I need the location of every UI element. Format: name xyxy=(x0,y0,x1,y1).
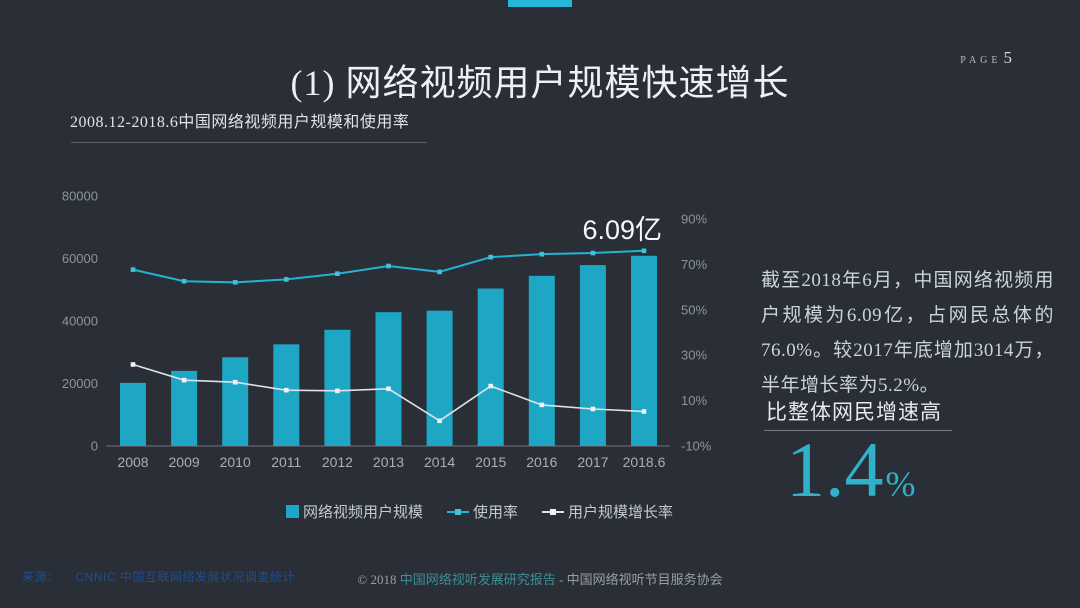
page-label: PAGE xyxy=(960,55,1002,66)
right-axis-tick-label: 30% xyxy=(681,348,707,363)
x-axis-label-2010: 2010 xyxy=(220,454,251,470)
page-indicator: PAGE 5 xyxy=(960,48,1012,68)
usage-marker-2015 xyxy=(488,254,493,260)
usage-marker-2013 xyxy=(386,263,391,269)
growth-marker-2017 xyxy=(590,406,596,412)
insight-divider xyxy=(764,430,952,431)
title-accent-bar xyxy=(508,0,572,7)
right-axis-tick-label: 90% xyxy=(681,212,707,227)
x-axis-label-2015: 2015 xyxy=(475,454,506,470)
usage-marker-2018.6 xyxy=(641,248,647,254)
insight-highlight-value: 1.4% xyxy=(786,425,916,515)
line-marker-icon xyxy=(542,505,565,518)
chart-subtitle-underline xyxy=(71,142,427,143)
footer-source: 来源： CNNIC 中国互联网络发展状况调查统计 xyxy=(22,568,295,585)
growth-marker-2009 xyxy=(181,377,187,383)
right-axis-tick-label: -10% xyxy=(681,439,712,454)
x-axis-label-2012: 2012 xyxy=(322,454,353,470)
bar-2016 xyxy=(528,275,555,446)
legend-item-growth: 用户规模增长率 xyxy=(542,501,673,522)
chart-subtitle: 2008.12-2018.6中国网络视频用户规模和使用率 xyxy=(70,114,410,131)
bar-2008 xyxy=(120,382,146,446)
highlight-number: 1.4 xyxy=(786,426,884,513)
growth-marker-2011 xyxy=(284,387,289,393)
copyright-suffix: - 中国网络视听节目服务协会 xyxy=(555,572,723,587)
copyright-report-name: 中国网络视听发展研究报告 xyxy=(399,572,556,587)
page-title: (1) 网络视频用户规模快速增长 xyxy=(290,63,790,104)
growth-marker-2010 xyxy=(232,379,238,385)
legend-label-growth: 用户规模增长率 xyxy=(568,505,674,521)
chart-legend: 网络视频用户规模 使用率 用户规模增长率 xyxy=(286,501,673,522)
usage-marker-2011 xyxy=(284,277,289,282)
copyright-prefix: © 2018 xyxy=(357,572,400,587)
combo-chart: 0 20000 40000 60000 80000 -10% 10% 30% 50% 70% 90%… xyxy=(62,189,712,471)
left-axis-tick-label: 20000 xyxy=(62,376,98,391)
growth-marker-2014 xyxy=(437,418,442,424)
x-axis-label-2008: 2008 xyxy=(117,454,148,470)
bar-2015 xyxy=(477,288,504,446)
left-axis-tick-label: 0 xyxy=(91,439,98,454)
x-axis-label-2011: 2011 xyxy=(271,454,301,470)
legend-item-users: 网络视频用户规模 xyxy=(286,501,423,522)
bar-2012 xyxy=(324,329,351,446)
usage-marker-2017 xyxy=(590,250,596,256)
bar-2018.6 xyxy=(631,255,657,446)
growth-marker-2018.6 xyxy=(641,409,647,414)
growth-marker-2015 xyxy=(488,383,493,389)
usage-marker-2016 xyxy=(539,251,545,257)
growth-marker-2008 xyxy=(130,362,136,367)
legend-label-users: 网络视频用户规模 xyxy=(303,505,424,521)
usage-marker-2008 xyxy=(130,267,136,272)
x-axis-label-2016: 2016 xyxy=(526,454,557,470)
page-number: 5 xyxy=(1003,48,1013,67)
right-axis-tick-label: 10% xyxy=(681,393,707,408)
bar-2017 xyxy=(579,265,606,446)
left-axis-tick-label: 40000 xyxy=(62,314,98,329)
bar-2013 xyxy=(375,312,402,446)
x-axis-label-2013: 2013 xyxy=(373,454,404,470)
bar-2009 xyxy=(171,370,198,446)
right-axis-tick-label: 70% xyxy=(681,257,707,272)
bar-2011 xyxy=(273,344,300,446)
left-axis-tick-label: 80000 xyxy=(62,189,98,204)
growth-marker-2016 xyxy=(539,402,545,408)
x-axis-label-2018.6: 2018.6 xyxy=(623,454,666,470)
x-axis-label-2017: 2017 xyxy=(577,454,608,470)
bar-2010 xyxy=(222,357,249,446)
bar-2014 xyxy=(426,310,453,446)
usage-marker-2010 xyxy=(232,280,238,285)
bar-swatch-icon xyxy=(286,505,299,518)
right-axis-tick-label: 50% xyxy=(681,302,707,317)
left-axis-tick-label: 60000 xyxy=(62,251,98,266)
highlight-unit: % xyxy=(885,464,916,504)
legend-item-usage: 使用率 xyxy=(447,501,518,522)
insight-paragraph: 截至2018年6月，中国网络视频用户规模为6.09亿，占网民总体的76.0%。较… xyxy=(761,270,1054,396)
legend-label-usage: 使用率 xyxy=(473,505,519,521)
insight-highlight-label: 比整体网民增速高 xyxy=(766,400,942,424)
source-text: CNNIC 中国互联网络发展状况调查统计 xyxy=(75,570,295,584)
growth-marker-2013 xyxy=(386,386,391,392)
line-marker-icon xyxy=(447,505,470,518)
source-prefix: 来源： xyxy=(22,570,60,584)
growth-marker-2012 xyxy=(335,388,340,394)
chart-annotation: 6.09亿 xyxy=(582,215,662,245)
x-axis-label-2014: 2014 xyxy=(424,454,455,470)
usage-marker-2014 xyxy=(437,269,442,275)
usage-marker-2012 xyxy=(335,271,340,277)
footer-copyright: © 2018 中国网络视听发展研究报告 - 中国网络视听节目服务协会 xyxy=(0,569,1080,588)
usage-marker-2009 xyxy=(181,278,187,284)
x-axis-label-2009: 2009 xyxy=(169,454,200,470)
